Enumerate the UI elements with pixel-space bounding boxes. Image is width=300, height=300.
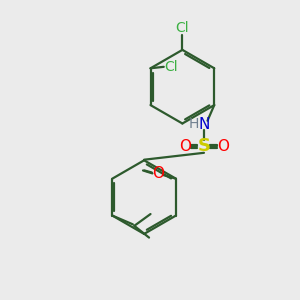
Text: Cl: Cl — [164, 60, 178, 74]
Text: S: S — [197, 137, 211, 155]
Text: N: N — [198, 117, 210, 132]
Text: O: O — [152, 166, 164, 181]
Text: Cl: Cl — [176, 21, 189, 34]
Text: H: H — [188, 117, 199, 131]
Text: O: O — [217, 139, 229, 154]
Text: O: O — [179, 139, 191, 154]
